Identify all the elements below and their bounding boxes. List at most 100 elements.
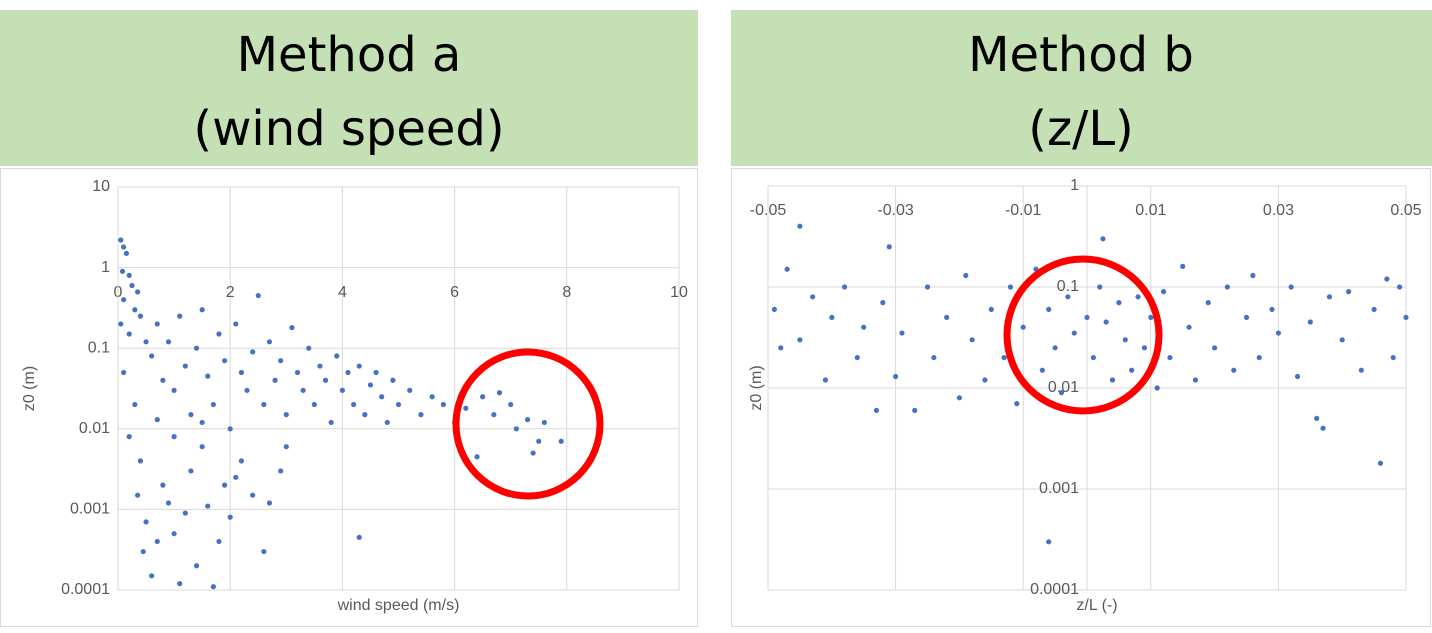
point <box>154 321 160 327</box>
point <box>300 387 306 393</box>
point <box>1275 330 1281 336</box>
point <box>1090 354 1096 361</box>
point <box>199 307 205 313</box>
point <box>118 237 124 243</box>
point <box>119 268 126 274</box>
point <box>221 482 228 488</box>
point <box>536 438 542 444</box>
point <box>210 584 216 590</box>
y-tick-label: 0.0001 <box>1030 581 1079 598</box>
point <box>1052 345 1058 351</box>
point <box>956 395 963 401</box>
point <box>1001 354 1007 361</box>
header-b <box>731 10 1432 166</box>
point <box>143 339 149 345</box>
highlight-circle <box>452 348 604 500</box>
point <box>193 563 200 569</box>
point <box>143 519 149 525</box>
point <box>1100 236 1106 242</box>
point <box>1039 367 1045 373</box>
point <box>322 377 329 383</box>
point <box>1288 284 1294 290</box>
point <box>121 244 127 250</box>
point <box>199 444 205 450</box>
point <box>880 300 886 306</box>
point <box>1192 377 1199 383</box>
point <box>1358 367 1364 373</box>
point <box>508 401 514 408</box>
point <box>250 349 256 355</box>
x-tick-label: 4 <box>338 284 347 301</box>
point <box>893 373 899 380</box>
point <box>149 353 155 359</box>
x-tick-label: 0.01 <box>1135 202 1166 219</box>
point <box>1103 319 1109 325</box>
point <box>244 387 250 393</box>
point <box>440 401 446 408</box>
point <box>188 412 194 418</box>
point <box>407 387 413 393</box>
point <box>1326 294 1333 300</box>
point <box>1122 337 1128 343</box>
point <box>1007 284 1014 290</box>
point <box>963 272 969 279</box>
point <box>165 500 172 506</box>
point <box>1371 306 1377 313</box>
y-axis-label: z0 (m) <box>21 366 38 411</box>
point <box>1167 354 1173 361</box>
point <box>121 369 127 376</box>
x-tick-label: 0.05 <box>1390 202 1421 219</box>
point <box>367 382 374 388</box>
point <box>1384 276 1390 282</box>
point <box>205 373 211 379</box>
point <box>227 514 233 520</box>
point <box>778 345 784 351</box>
point <box>988 306 994 313</box>
point <box>886 244 892 250</box>
point <box>210 401 216 408</box>
point <box>390 377 396 383</box>
point <box>160 482 166 488</box>
header-a <box>0 10 698 166</box>
point <box>771 306 777 313</box>
point <box>1129 367 1135 373</box>
point <box>384 419 390 426</box>
point <box>154 538 160 545</box>
point <box>1231 367 1237 373</box>
point <box>861 324 867 330</box>
point <box>132 307 138 313</box>
point <box>873 407 880 414</box>
panel-title: (z/L) <box>1028 101 1134 157</box>
x-tick-label: -0.01 <box>1005 202 1042 219</box>
point <box>1256 354 1262 361</box>
point <box>294 369 301 376</box>
point <box>1109 377 1116 383</box>
point <box>216 331 222 337</box>
point <box>171 387 177 393</box>
highlight-circle <box>1003 255 1163 415</box>
point <box>137 313 144 319</box>
point <box>1294 373 1301 380</box>
panel-title: Method a <box>237 27 462 83</box>
point <box>154 417 160 423</box>
y-tick-label: 0.01 <box>1048 379 1079 396</box>
point <box>1160 289 1167 295</box>
point <box>841 284 848 290</box>
y-tick-label: 0.001 <box>70 501 110 518</box>
x-tick-label: 6 <box>450 284 459 301</box>
point <box>1397 284 1403 290</box>
point <box>261 401 267 408</box>
point <box>362 412 368 418</box>
point <box>797 223 803 229</box>
point <box>272 377 278 383</box>
y-tick-label: 10 <box>92 178 110 195</box>
x-tick-label: 0.03 <box>1263 202 1294 219</box>
y-tick-label: 1 <box>101 259 110 276</box>
point <box>1084 314 1090 321</box>
point <box>912 407 918 414</box>
point <box>171 434 177 440</box>
point <box>137 458 144 464</box>
point <box>121 297 127 303</box>
point <box>1046 306 1052 313</box>
point <box>558 438 564 444</box>
